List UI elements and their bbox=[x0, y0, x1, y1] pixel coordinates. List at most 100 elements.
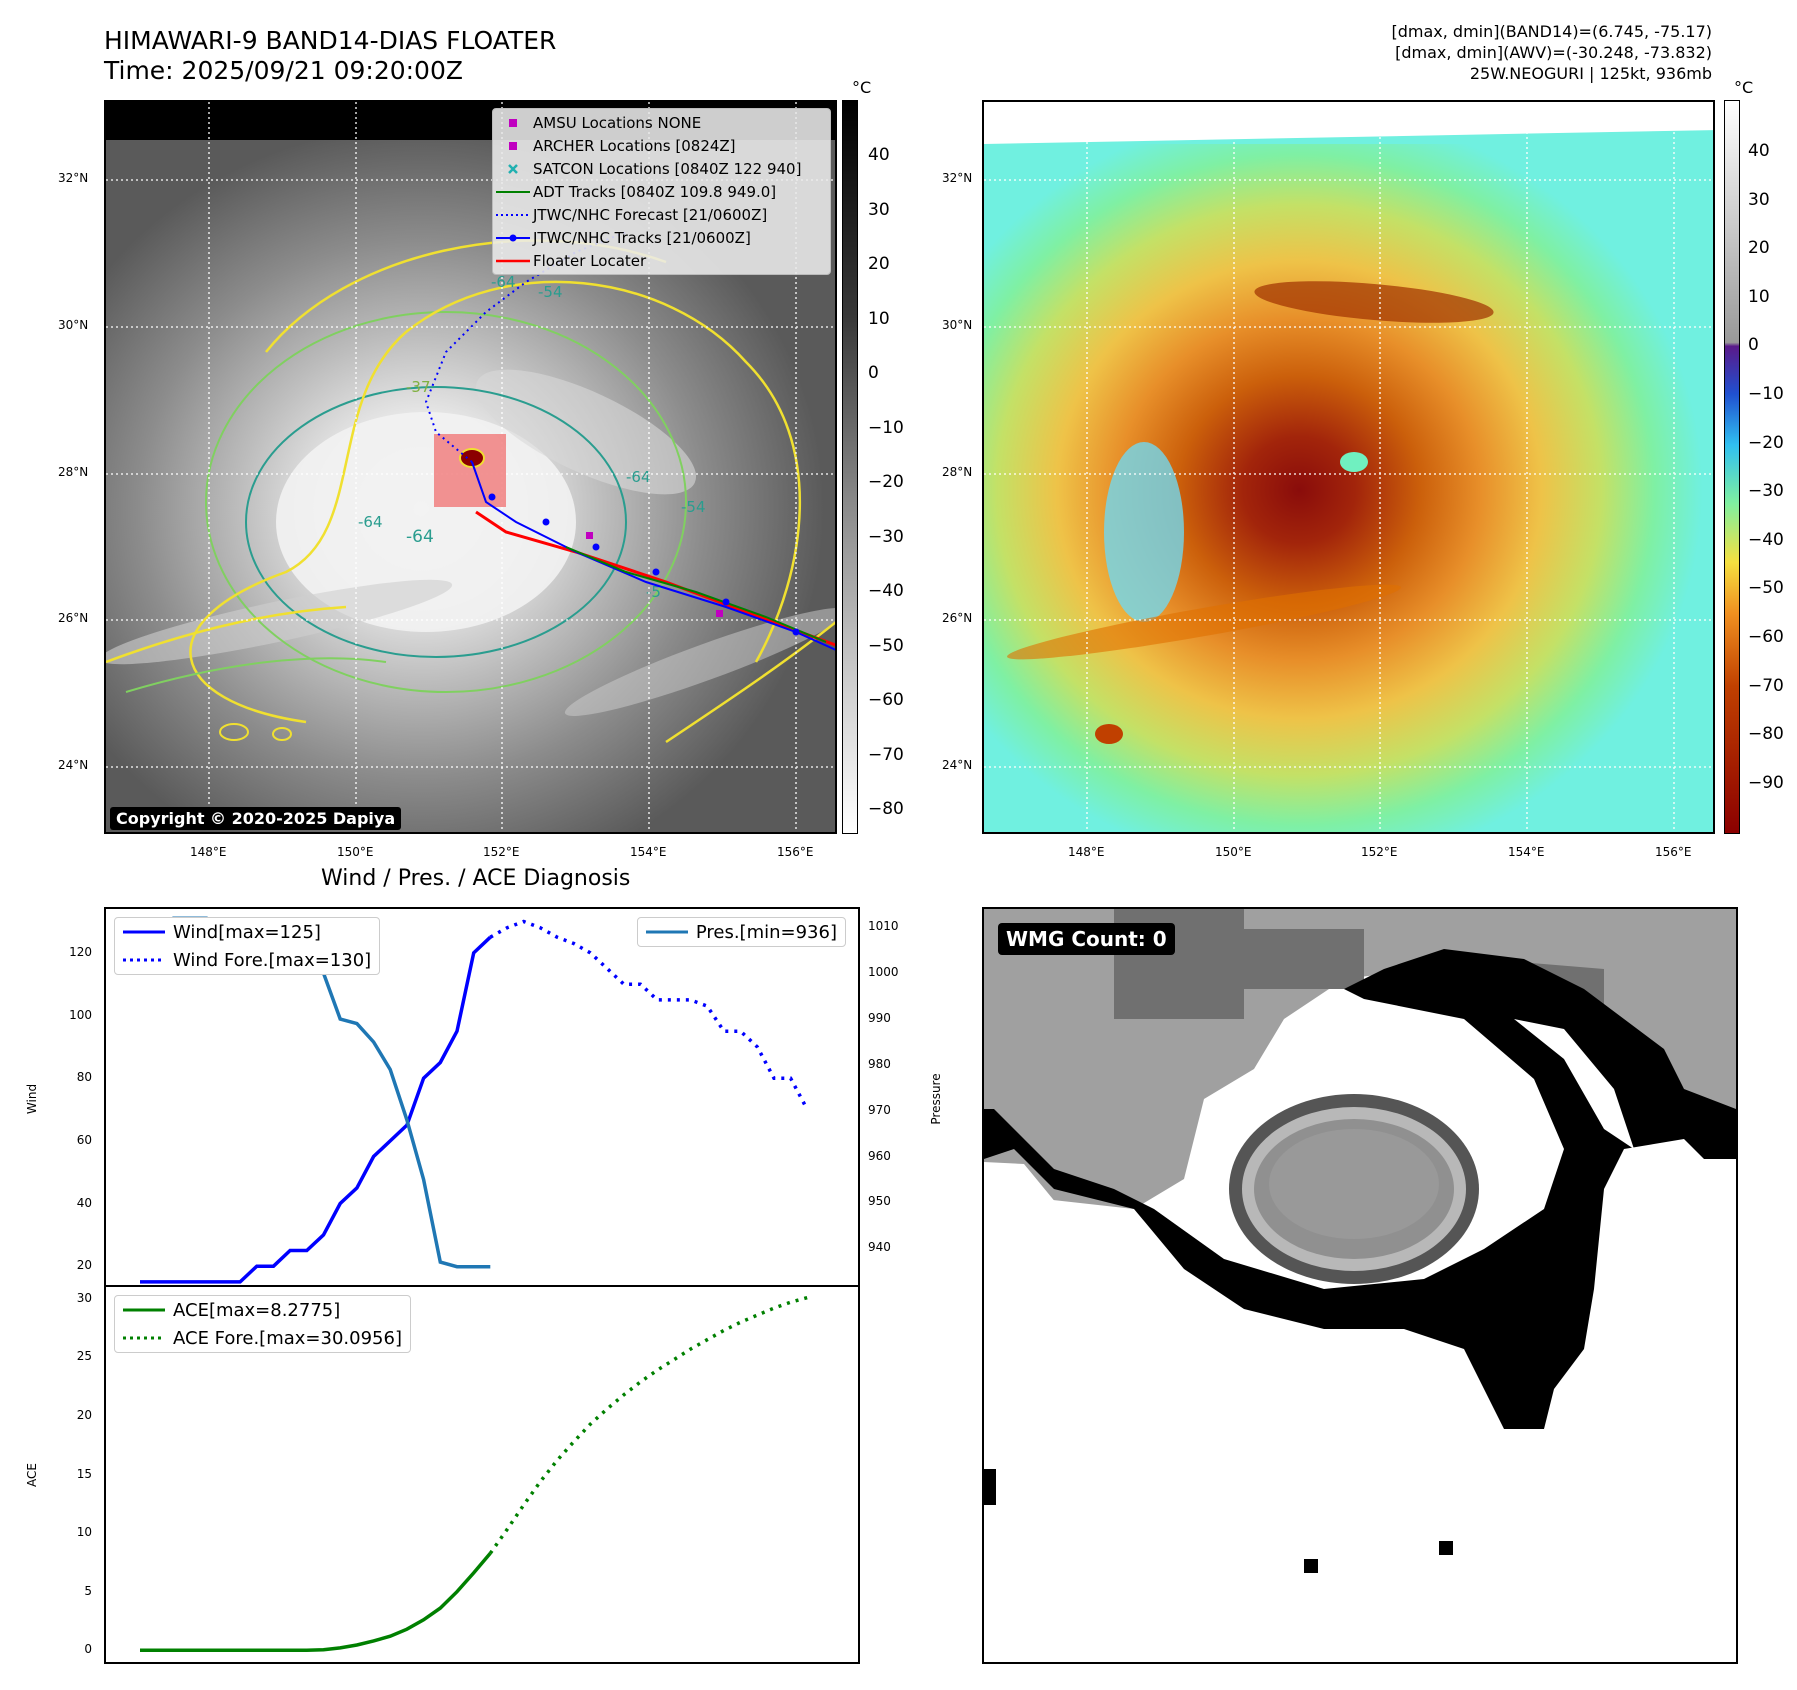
map-legend: AMSU Locations NONE ARCHER Locations [08… bbox=[492, 108, 831, 275]
ace-series-0 bbox=[140, 1552, 492, 1653]
colorbar-left-tick: −60 bbox=[868, 690, 904, 710]
lat-tick: 32°N bbox=[942, 171, 973, 185]
ace-ytick: 25 bbox=[76, 1349, 92, 1364]
colorbar-right-tick: 20 bbox=[1748, 238, 1770, 259]
wind-ytick: 40 bbox=[76, 1195, 92, 1210]
pres-ytick: 950 bbox=[868, 1194, 891, 1209]
wmg-panel: WMG Count: 0 bbox=[982, 907, 1738, 1664]
colorbar-left-tick: −50 bbox=[868, 635, 904, 656]
colorbar-right-tick: −70 bbox=[1748, 675, 1784, 696]
legend-item-pres: Pres.[min=936] bbox=[645, 921, 837, 943]
colorbar-left-tick: −70 bbox=[868, 744, 904, 765]
pres-ytick: 990 bbox=[868, 1011, 891, 1026]
awv-map-svg bbox=[984, 102, 1713, 832]
contour-label: -54 bbox=[681, 498, 706, 516]
legend-item-satcon: SATCON Locations [0840Z 122 940] bbox=[493, 157, 830, 180]
wind-ytick: 100 bbox=[69, 1007, 92, 1022]
pres-ytick: 1010 bbox=[868, 919, 899, 934]
wind-ylabel: Wind bbox=[25, 1083, 39, 1115]
colorbar-right-tick: 0 bbox=[1748, 335, 1759, 356]
pres-ytick: 940 bbox=[868, 1240, 891, 1255]
legend-item-archer: ARCHER Locations [0824Z] bbox=[493, 134, 830, 157]
lon-tick: 148°E bbox=[1068, 845, 1105, 859]
lat-tick: 32°N bbox=[58, 171, 89, 185]
colorbar-right-tick: −40 bbox=[1748, 529, 1784, 550]
pres-ytick: 970 bbox=[868, 1102, 891, 1117]
eye-marker bbox=[459, 448, 485, 468]
jtwc-track bbox=[471, 461, 835, 651]
pres-ytick: 960 bbox=[868, 1148, 891, 1163]
wind-ytick: 60 bbox=[76, 1132, 92, 1147]
ace-panel: ACE[max=8.2775] ACE Fore.[max=30.0956] bbox=[104, 1285, 860, 1664]
legend-item-wind-fore: Wind Fore.[max=130] bbox=[123, 949, 372, 971]
wind-ytick: 80 bbox=[76, 1070, 92, 1085]
wmg-count-badge: WMG Count: 0 bbox=[998, 923, 1175, 955]
lon-tick: 156°E bbox=[1655, 845, 1692, 859]
lon-tick: 154°E bbox=[1508, 845, 1545, 859]
colorbar-right-tick: −80 bbox=[1748, 724, 1784, 745]
legend-item-jtwc-forecast: JTWC/NHC Forecast [21/0600Z] bbox=[496, 205, 768, 224]
adt-track bbox=[565, 546, 827, 643]
lat-tick: 26°N bbox=[58, 611, 89, 625]
lat-tick: 24°N bbox=[58, 758, 89, 772]
wind-series-0 bbox=[140, 935, 492, 1284]
legend-item-ace-fore: ACE Fore.[max=30.0956] bbox=[123, 1327, 402, 1349]
lon-tick: 150°E bbox=[337, 845, 374, 859]
colorbar-right-tick: −60 bbox=[1748, 627, 1784, 647]
ace-chart bbox=[140, 1295, 808, 1653]
wmg-image bbox=[984, 909, 1736, 1662]
legend-item-ace: ACE[max=8.2775] bbox=[123, 1299, 341, 1321]
wind-ytick: 20 bbox=[76, 1258, 92, 1273]
ace-ytick: 5 bbox=[84, 1583, 92, 1598]
ir-map-panel: -64 -54 -37 -64 -64 -54 -64 -5 bbox=[104, 100, 837, 834]
contour-label: -54 bbox=[538, 283, 563, 301]
copyright-badge: Copyright © 2020-2025 Dapiya bbox=[110, 807, 402, 830]
lat-tick: 26°N bbox=[942, 611, 973, 625]
colorbar-left-tick: 0 bbox=[868, 363, 879, 383]
colorbar-right-tick: −10 bbox=[1748, 384, 1784, 404]
colorbar-left-tick: −30 bbox=[868, 526, 904, 547]
ace-ytick: 30 bbox=[76, 1290, 92, 1305]
info-line1: [dmax, dmin](BAND14)=(6.745, -75.17) bbox=[1391, 22, 1713, 41]
title-line2: Time: 2025/09/21 09:20:00Z bbox=[104, 56, 463, 85]
colorbar-left-tick: −40 bbox=[868, 581, 904, 601]
wind-legend: Wind[max=125] Wind Fore.[max=130] bbox=[114, 917, 381, 975]
contour-label: -64 bbox=[406, 527, 434, 547]
lat-tick: 28°N bbox=[58, 465, 89, 479]
pres-ytick: 980 bbox=[868, 1056, 891, 1071]
colorbar-left-tick: 40 bbox=[868, 145, 890, 165]
colorbar-right-tick: 30 bbox=[1748, 189, 1770, 210]
floater-track bbox=[475, 510, 835, 647]
lon-tick: 154°E bbox=[630, 845, 667, 859]
lon-tick: 152°E bbox=[1361, 845, 1398, 859]
pres-legend: Pres.[min=936] bbox=[636, 917, 846, 947]
legend-item-adt: ADT Tracks [0840Z 109.8 949.0] bbox=[496, 182, 777, 201]
lat-tick: 30°N bbox=[58, 318, 89, 332]
ace-ytick: 20 bbox=[76, 1407, 92, 1422]
lon-tick: 156°E bbox=[777, 845, 814, 859]
colorbar-left bbox=[842, 100, 858, 834]
colorbar-right-tick: −20 bbox=[1748, 432, 1784, 453]
contour-label: -5 bbox=[646, 583, 661, 601]
legend-item-wind: Wind[max=125] bbox=[123, 921, 321, 943]
contour-label: -37 bbox=[406, 378, 431, 396]
colorbar-right bbox=[1724, 100, 1740, 834]
contour-label: -64 bbox=[491, 273, 516, 291]
lat-tick: 24°N bbox=[942, 758, 973, 772]
legend-item-floater: Floater Locater bbox=[496, 251, 647, 270]
colorbar-right-tick: 40 bbox=[1748, 141, 1770, 161]
ace-ytick: 10 bbox=[76, 1525, 92, 1540]
legend-item-amsu: AMSU Locations NONE bbox=[493, 111, 830, 134]
diagnosis-title: Wind / Pres. / ACE Diagnosis bbox=[321, 866, 631, 891]
colorbar-left-tick: 10 bbox=[868, 308, 890, 329]
wind-pres-panel: Wind[max=125] Wind Fore.[max=130] Pres.[… bbox=[104, 907, 860, 1287]
lat-tick: 28°N bbox=[942, 465, 973, 479]
info-line3: 25W.NEOGURI | 125kt, 936mb bbox=[1469, 64, 1712, 83]
colorbar-left-unit: °C bbox=[852, 78, 872, 97]
colorbar-right-tick: −90 bbox=[1748, 772, 1784, 793]
colorbar-right-tick: 10 bbox=[1748, 286, 1770, 307]
contour-label: -64 bbox=[358, 513, 383, 531]
lon-tick: 152°E bbox=[483, 845, 520, 859]
colorbar-right-unit: °C bbox=[1734, 78, 1754, 97]
lon-tick: 148°E bbox=[190, 845, 227, 859]
